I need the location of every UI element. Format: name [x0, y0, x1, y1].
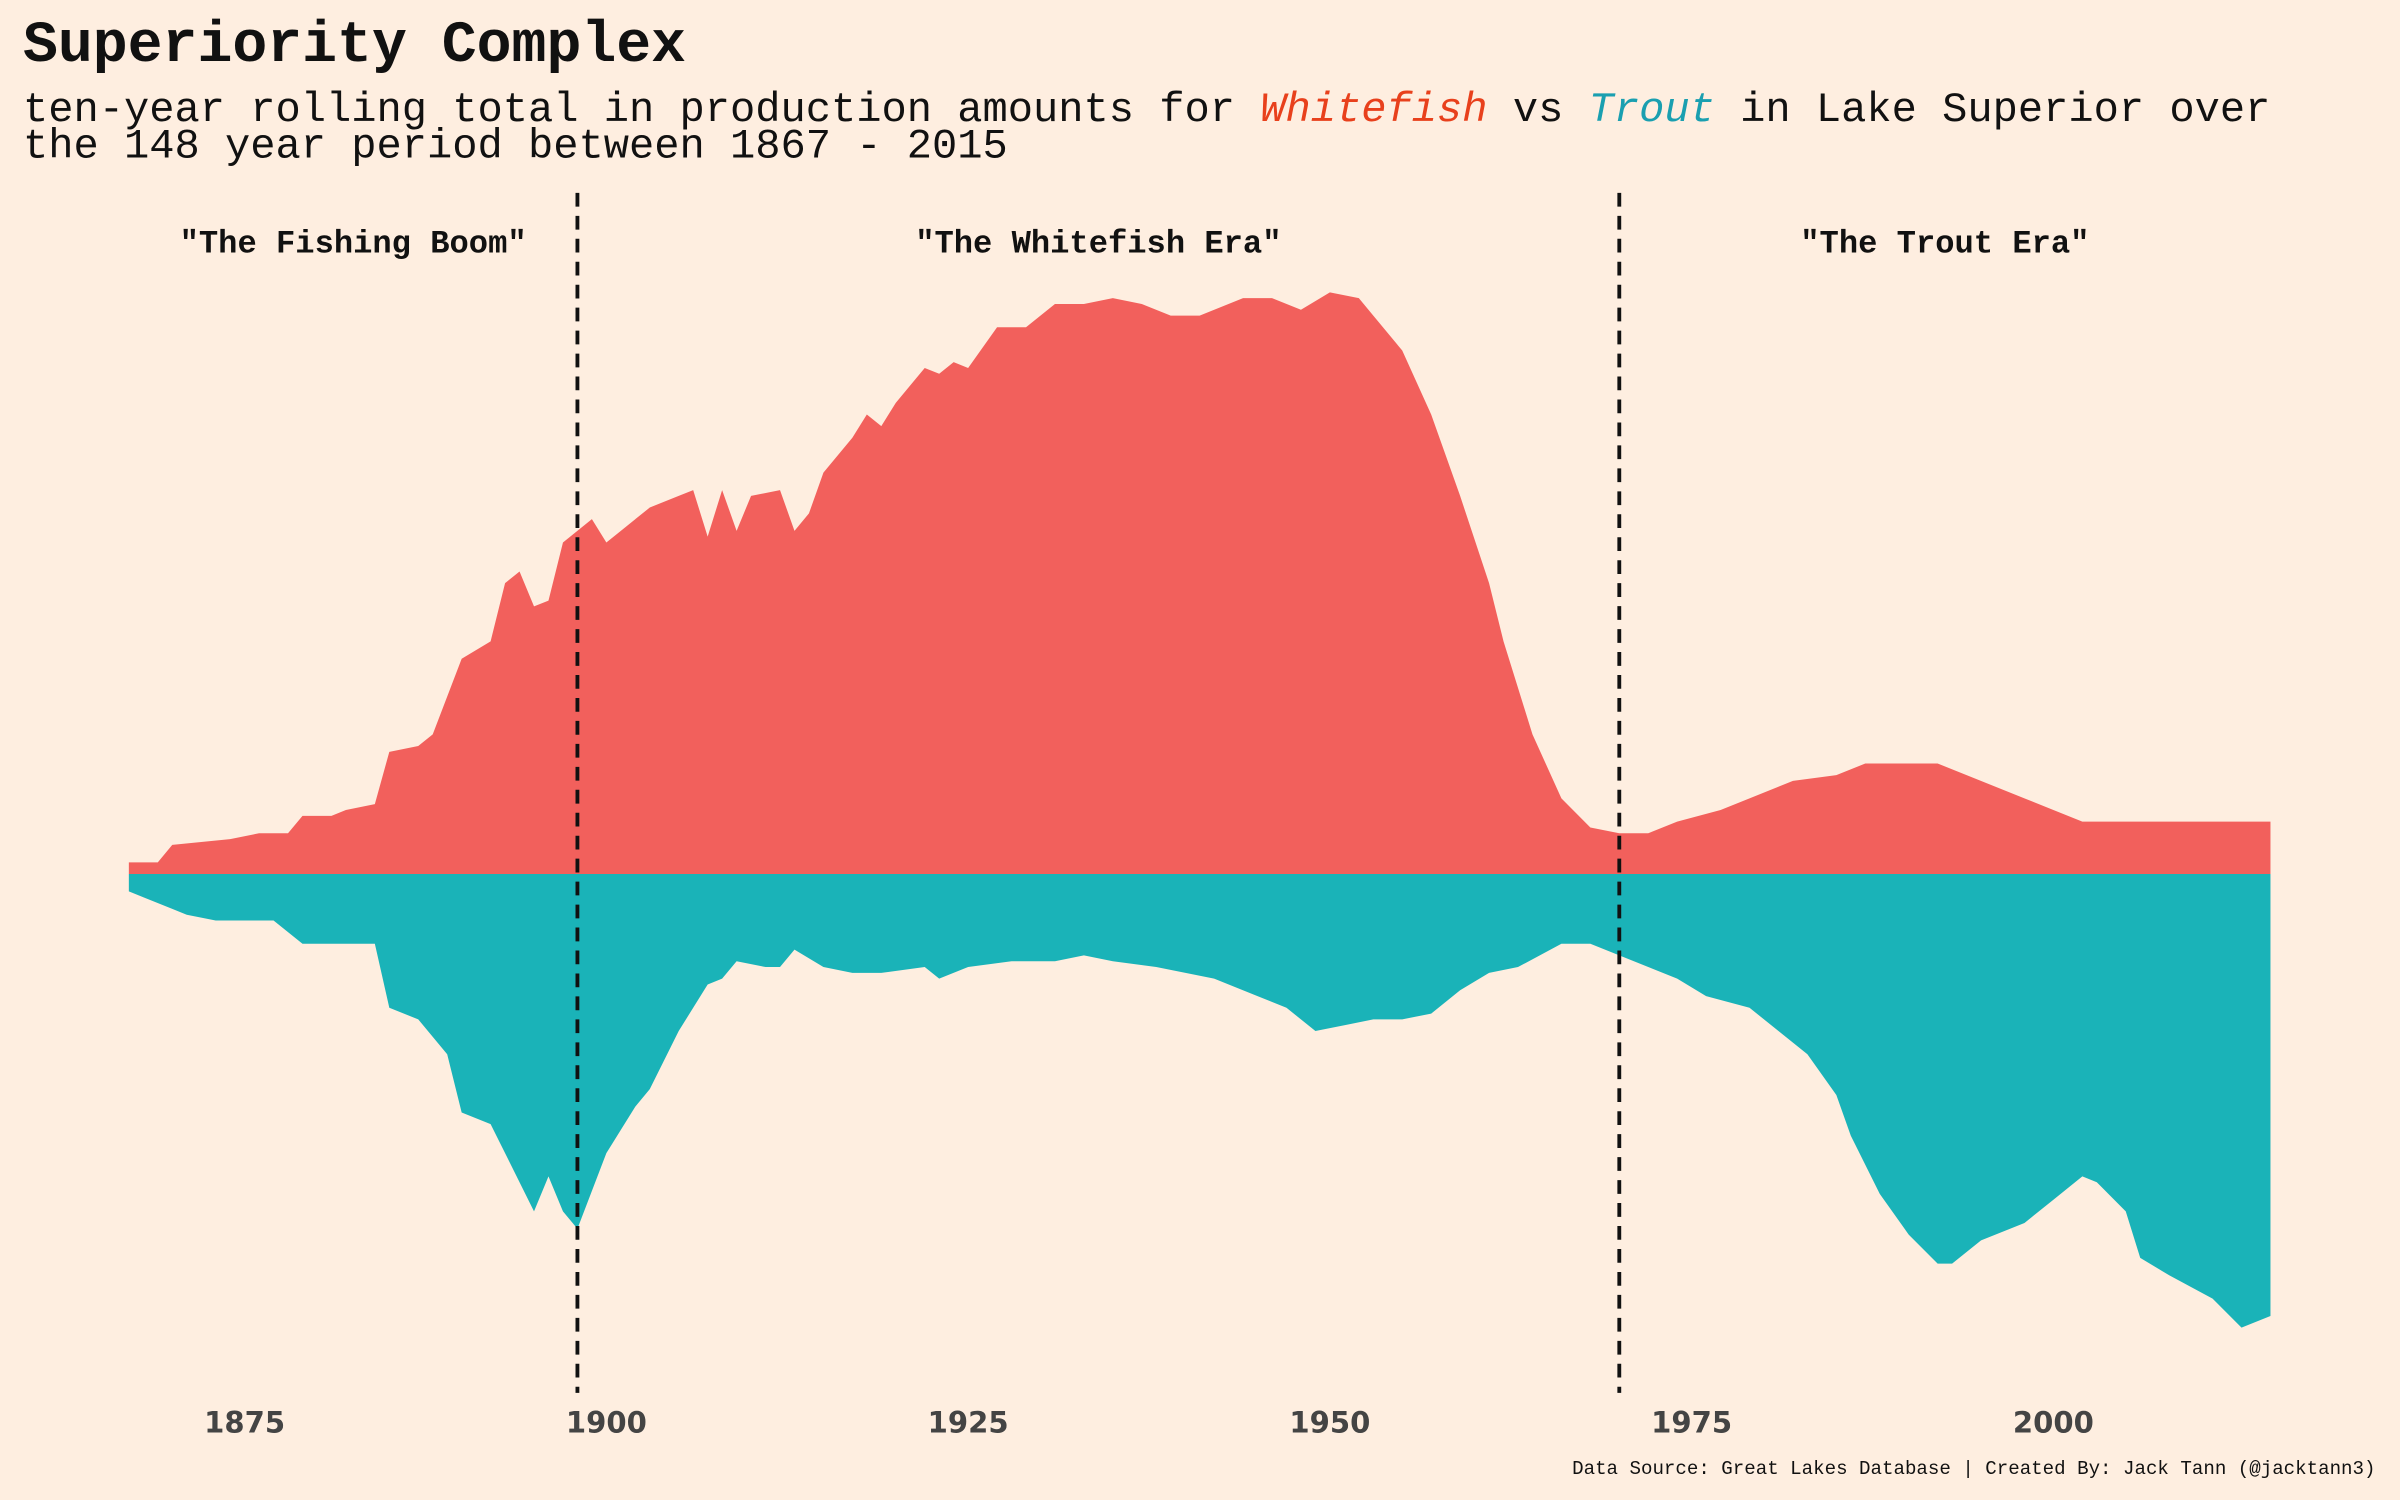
x-tick-label: 2000 [2013, 1406, 2094, 1440]
x-tick-label: 1950 [1289, 1406, 1370, 1440]
x-tick-label: 1900 [566, 1406, 647, 1440]
source-note: Data Source: Great Lakes Database | Crea… [1572, 1458, 2375, 1480]
chart-title: Superiority Complex [23, 14, 686, 79]
subtitle-series-name: Whitefish [1260, 86, 1487, 134]
era-label: "The Whitefish Era" [915, 226, 1281, 263]
era-label: "The Trout Era" [1800, 226, 2089, 263]
x-tick-label: 1875 [204, 1406, 285, 1440]
subtitle-text: ten-year rolling total in production amo… [23, 86, 1235, 134]
chart-subtitle: the 148 year period between 1867 - 2015 [23, 123, 1008, 171]
area [128, 292, 2271, 874]
x-tick-label: 1975 [1651, 1406, 1732, 1440]
x-tick-label: 1925 [928, 1406, 1009, 1440]
chart-subtitle: ten-year rolling total in production amo… [23, 86, 2270, 134]
subtitle-text: vs [1513, 86, 1564, 134]
subtitle-series-name: Trout [1589, 86, 1715, 134]
era-label: "The Fishing Boom" [180, 226, 527, 263]
area [128, 873, 2271, 1328]
subtitle-text: in Lake Superior over [1740, 86, 2270, 134]
